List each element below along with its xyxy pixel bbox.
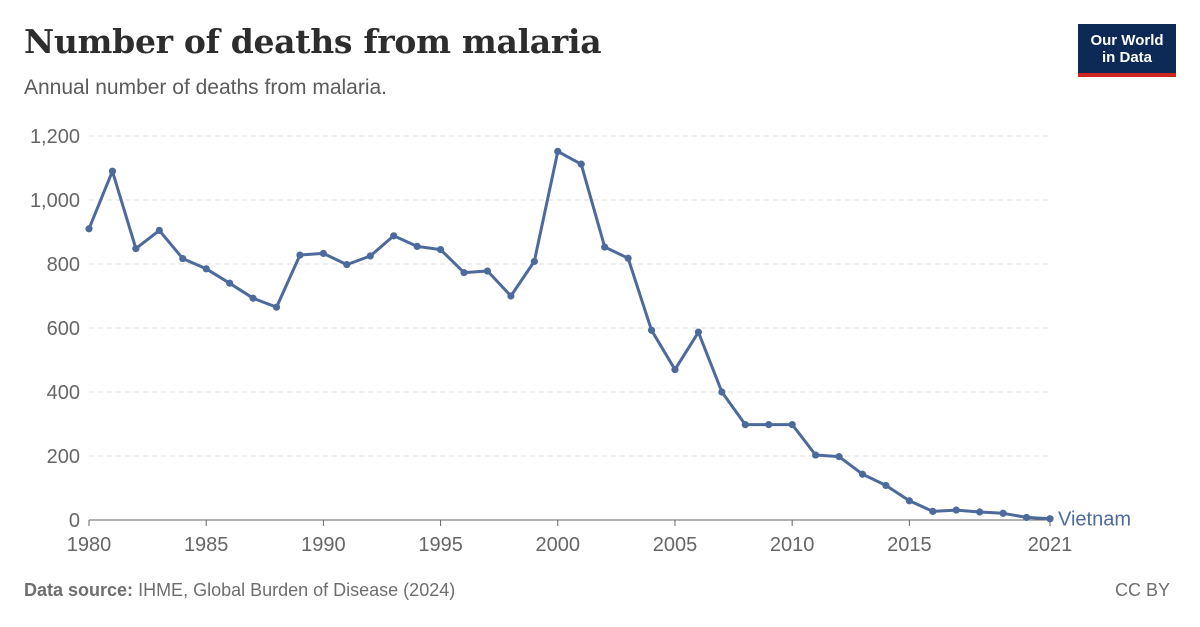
data-point[interactable] (999, 509, 1007, 517)
data-point[interactable] (132, 245, 140, 253)
data-point[interactable] (436, 246, 445, 254)
owid-logo[interactable]: Our World in Data (1078, 24, 1176, 77)
data-point[interactable] (812, 451, 820, 459)
y-tick-label: 400 (47, 382, 80, 404)
data-point[interactable] (272, 303, 281, 311)
data-point[interactable] (202, 265, 210, 273)
data-point[interactable] (483, 267, 492, 275)
data-point[interactable] (647, 326, 656, 334)
data-point[interactable] (952, 506, 960, 514)
data-point[interactable] (577, 160, 585, 168)
x-tick-label: 2010 (770, 534, 815, 556)
data-source: Data source: IHME, Global Burden of Dise… (24, 580, 455, 601)
data-point[interactable] (905, 497, 913, 505)
data-point[interactable] (882, 481, 890, 490)
data-point[interactable] (671, 366, 679, 374)
data-point[interactable] (929, 507, 937, 515)
data-point[interactable] (296, 251, 304, 259)
data-point[interactable] (155, 226, 163, 234)
y-tick-label: 0 (69, 510, 80, 532)
x-tick-label: 2000 (536, 534, 581, 556)
data-point[interactable] (601, 243, 609, 251)
data-point[interactable] (108, 167, 117, 175)
data-point[interactable] (366, 252, 374, 260)
data-point[interactable] (976, 508, 984, 516)
data-point[interactable] (179, 254, 187, 263)
data-point[interactable] (718, 388, 726, 396)
chart-subtitle: Annual number of deaths from malaria. (24, 76, 388, 99)
x-tick-label: 1985 (184, 534, 229, 556)
data-point[interactable] (390, 232, 398, 240)
data-source-label: Data source: (24, 580, 134, 600)
data-point[interactable] (85, 225, 93, 233)
data-point[interactable] (413, 242, 421, 250)
data-point[interactable] (319, 249, 327, 258)
data-point[interactable] (554, 147, 562, 155)
data-point[interactable] (343, 261, 351, 269)
data-point[interactable] (765, 421, 773, 429)
license-link[interactable]: CC BY (1114, 580, 1170, 600)
logo-accent-bar (1078, 73, 1176, 77)
chart-title: Number of deaths from malaria (24, 22, 602, 61)
x-tick-label: 1990 (301, 534, 346, 556)
y-tick-label: 200 (47, 446, 80, 468)
data-point[interactable] (507, 292, 515, 300)
y-tick-label: 1,000 (30, 190, 80, 212)
y-tick-label: 800 (47, 254, 80, 276)
logo-line-1: Our World (1090, 32, 1164, 49)
series-line-vietnam (87, 149, 1052, 521)
y-tick-label: 1,200 (30, 126, 80, 148)
x-tick-label: 1980 (67, 534, 112, 556)
x-tick-label: 2021 (1028, 534, 1073, 556)
data-point[interactable] (460, 269, 468, 277)
data-point[interactable] (741, 421, 749, 429)
x-tick-label: 2005 (653, 534, 698, 556)
x-tick-label: 2015 (887, 534, 932, 556)
data-point[interactable] (226, 279, 234, 287)
data-point[interactable] (694, 328, 703, 336)
data-point[interactable] (249, 294, 257, 302)
series-label[interactable]: Vietnam (1058, 509, 1131, 531)
data-source-link[interactable]: IHME, Global Burden of Disease (2024) (138, 580, 456, 600)
data-point[interactable] (1046, 515, 1054, 523)
y-tick-label: 600 (47, 318, 80, 340)
data-point[interactable] (530, 257, 538, 266)
data-point[interactable] (835, 453, 843, 461)
data-point[interactable] (1022, 513, 1031, 522)
data-point[interactable] (858, 470, 867, 478)
x-tick-label: 1995 (418, 534, 463, 556)
logo-line-2: in Data (1101, 49, 1152, 66)
data-point[interactable] (624, 254, 632, 262)
data-point[interactable] (788, 421, 796, 429)
